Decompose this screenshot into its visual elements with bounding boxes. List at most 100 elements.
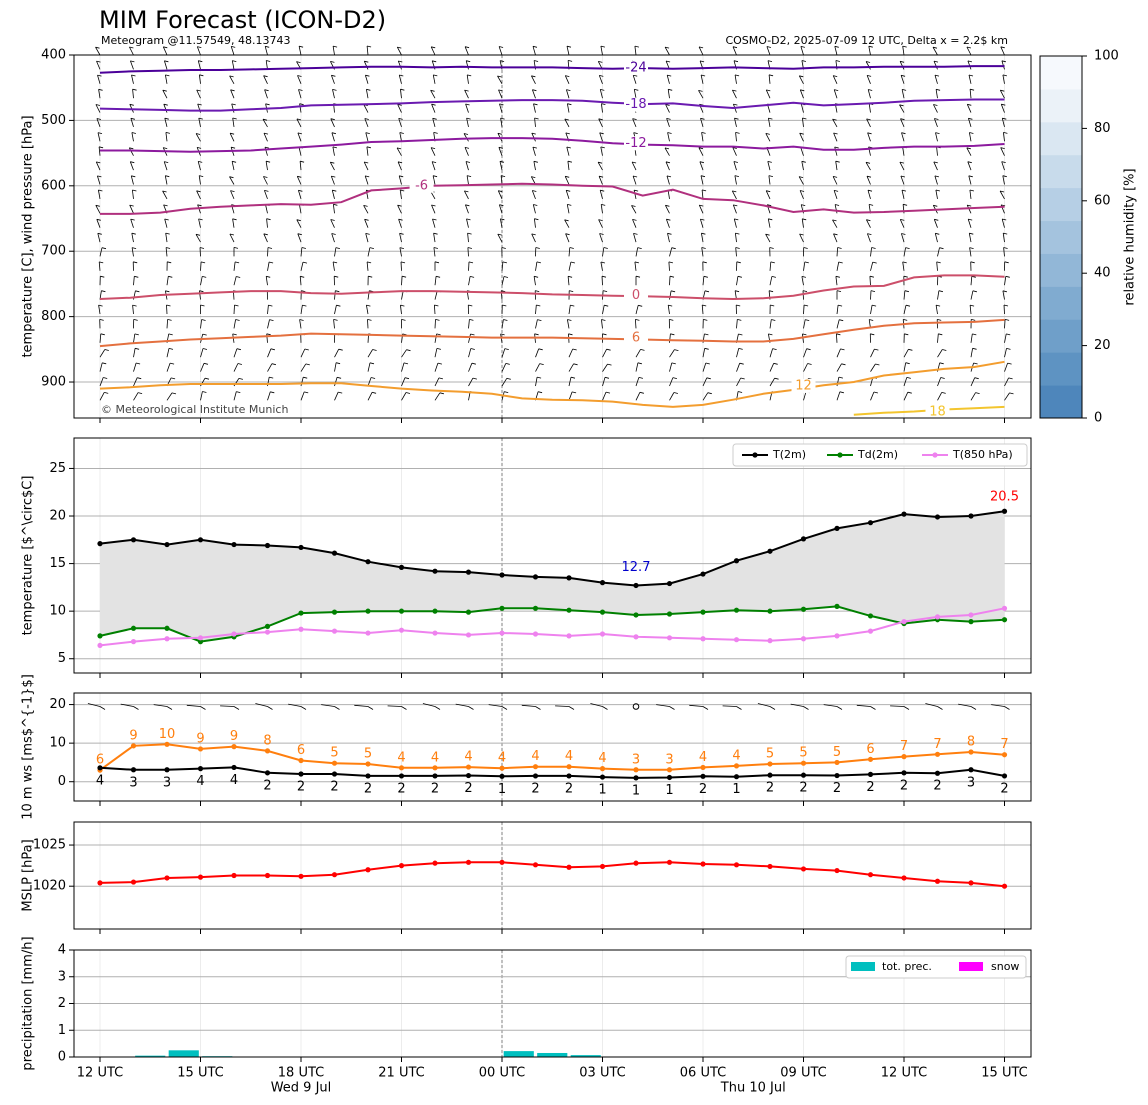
wind-barb [903, 247, 906, 257]
wind-barb [834, 46, 838, 56]
wind-barb-flag [97, 132, 103, 134]
wind-barb-flag [335, 290, 340, 293]
wind-barb-flag [1002, 290, 1007, 293]
wind-barb-flag [836, 706, 843, 710]
wind-barb [465, 161, 469, 171]
wind-barb-flag [804, 304, 809, 307]
wind-barb [354, 704, 369, 707]
wind-barb-flag [601, 204, 606, 206]
wind-barb-flag [497, 132, 502, 135]
mslp-point [867, 872, 874, 878]
wind-barb-flag [807, 363, 812, 365]
wind-barb [333, 204, 335, 214]
x-tick-label: 15 UTC [177, 1066, 223, 1081]
wind-barb-flag [968, 175, 973, 178]
wind-barb [200, 261, 202, 271]
gust-point [700, 764, 706, 771]
wind-barb-flag [600, 261, 605, 264]
wind-barb-flag [202, 391, 207, 393]
td2m-point [767, 608, 773, 614]
wind-barb-flag [503, 319, 508, 321]
mean-wind-value-label: 1 [665, 783, 673, 798]
wind-barb [702, 377, 708, 387]
wind-barb-flag [1003, 232, 1008, 235]
t850-point [599, 631, 606, 637]
mslp-point [767, 863, 773, 870]
y-tick-label: 2 [58, 996, 66, 1011]
wind-barb-flag [198, 117, 203, 120]
wind-barb-flag [700, 117, 705, 120]
y-tick-label: 0 [58, 774, 66, 789]
wind-barb [264, 89, 268, 99]
wind-barb [834, 204, 838, 214]
wind-barb-flag [766, 190, 771, 193]
mean-wind-point [499, 773, 505, 779]
td2m-point [867, 613, 874, 619]
wind-barb [531, 132, 536, 142]
wind-barb-flag [365, 132, 370, 134]
mslp-point [197, 874, 204, 880]
wind-barb [233, 391, 237, 401]
gust-point [532, 764, 539, 770]
wind-barb-flag [770, 304, 775, 307]
wind-barb-flag [505, 363, 510, 365]
wind-barb-flag [933, 104, 938, 106]
wind-barb-flag [733, 204, 738, 207]
wind-barb [532, 204, 536, 214]
wind-barb [229, 233, 235, 243]
wind-barb-flag [867, 132, 872, 135]
wind-barb-flag [632, 118, 637, 120]
wind-barb [433, 247, 436, 257]
x-tick-label: 12 UTC [77, 1066, 123, 1081]
wind-barb [401, 377, 406, 387]
wind-barb-flag [332, 146, 337, 149]
colorbar-tick-label: 40 [1094, 266, 1111, 281]
wind-barb-flag [264, 89, 269, 92]
wind-barb [598, 75, 603, 84]
wind-barb [669, 290, 672, 300]
wind-barb [166, 392, 173, 401]
wind-barb-flag [700, 60, 705, 63]
wind-barb-flag [736, 261, 741, 264]
mean-wind-value-label: 2 [1000, 781, 1008, 796]
wind-barb [296, 219, 302, 228]
gust-value-label: 5 [364, 746, 372, 761]
wind-barb [901, 89, 905, 99]
wind-barb [186, 704, 201, 707]
wind-barb-flag [1009, 392, 1014, 395]
wind-barb [455, 703, 469, 707]
panel-border [73, 821, 1032, 930]
wind-barb-flag [600, 45, 605, 48]
wind-barb-flag [439, 392, 444, 395]
wind-barb-flag [603, 247, 608, 249]
wind-barb-flag [837, 247, 842, 249]
wind-barb-flag [136, 362, 141, 365]
td2m-point [532, 605, 539, 611]
gust-value-label: 4 [699, 750, 707, 765]
wind-barb-flag [166, 304, 171, 307]
wind-barb-flag [867, 189, 873, 192]
wind-barb-flag [772, 348, 777, 350]
gust-value-label: 4 [498, 751, 506, 766]
wind-barb [331, 75, 335, 84]
wind-barb-flag [938, 333, 943, 336]
wind-barb-flag [498, 89, 503, 92]
x-tick-label: 21 UTC [378, 1066, 424, 1081]
wind-barb [366, 305, 369, 315]
wind-barb-flag [635, 319, 640, 321]
wind-barb [133, 348, 136, 358]
wind-barb [500, 118, 503, 127]
y-tick-label: 1 [58, 1023, 66, 1038]
wind-barb-flag [200, 304, 205, 307]
wind-barb [865, 61, 871, 70]
y-tick-label: 10 [49, 604, 66, 619]
wind-barb [768, 118, 771, 127]
wind-barb-flag [232, 117, 237, 120]
wind-barb [365, 75, 369, 84]
wind-barb-flag [899, 104, 904, 107]
wind-barb-flag [972, 347, 977, 350]
legend-marker [932, 452, 938, 458]
wind-barb-flag [904, 290, 909, 293]
td2m-point [197, 639, 204, 645]
wind-barb [334, 349, 340, 358]
